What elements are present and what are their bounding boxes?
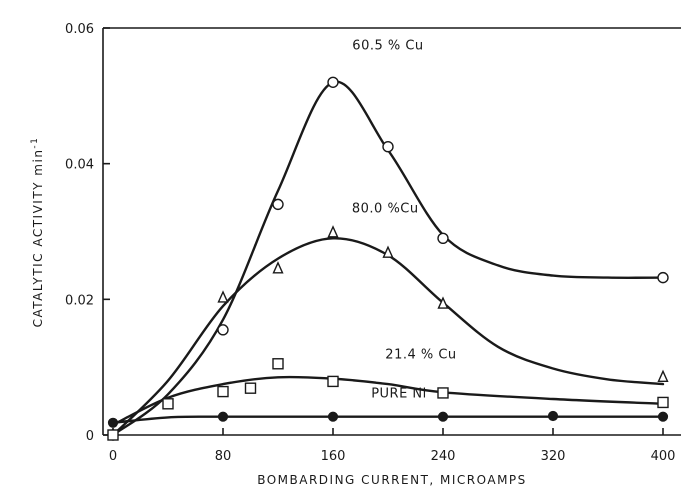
data-point-circle: [657, 271, 669, 284]
x-tick-label: 80: [215, 449, 232, 464]
y-axis-title: CATALYTIC ACTIVITY min-1: [30, 137, 45, 328]
data-point-circle: [437, 232, 449, 244]
y-axis-title-main: CATALYTIC ACTIVITY min: [31, 149, 45, 328]
series-label-circle: 60.5 % Cu: [352, 39, 423, 54]
data-point-triangle: [272, 261, 284, 274]
x-tick-label: 160: [321, 449, 346, 464]
ticks: 0 80 160 240 320 400 0 0.02 0.04 0.06: [65, 22, 675, 464]
data-point-filled-circle: [547, 410, 559, 422]
data-point-filled-circle: [217, 411, 229, 422]
data-point-square: [162, 398, 174, 410]
x-tick-label: 0: [109, 449, 117, 464]
data-point-circle: [382, 141, 394, 153]
data-point-square: [327, 375, 339, 388]
x-tick-label: 240: [431, 449, 456, 464]
series-curve-triangle: [111, 237, 665, 437]
data-point-triangle: [657, 369, 669, 383]
data-point-triangle: [217, 290, 229, 303]
data-point-square: [217, 385, 229, 398]
data-point-triangle: [382, 245, 394, 258]
data-point-square: [657, 396, 669, 409]
data-point-filled-circle: [657, 411, 669, 422]
data-point-filled-circle: [327, 411, 339, 422]
plot-frame: [102, 27, 681, 436]
series-labels: 60.5 % Cu 80.0 %Cu 21.4 % Cu PURE Ni: [352, 39, 456, 402]
series-label-filled-circle: PURE Ni: [371, 387, 427, 402]
series-curve-square: [111, 375, 665, 426]
y-axis-title-exponent: -1: [30, 137, 40, 149]
x-axis-title: BOMBARDING CURRENT, MICROAMPS: [257, 473, 527, 487]
data-point-square: [107, 429, 119, 441]
data-point-circle: [217, 324, 229, 336]
data-point-circle: [327, 76, 339, 88]
y-tick-label: 0.04: [65, 158, 94, 173]
data-point-square: [437, 387, 449, 399]
data-point-square: [244, 382, 257, 394]
data-point-triangle: [437, 296, 449, 309]
series-curve-filled-circle: [111, 415, 665, 424]
x-tick-label: 400: [651, 449, 676, 464]
y-tick-label: 0: [86, 429, 94, 444]
data-point-filled-circle: [107, 417, 119, 428]
data-point-square: [272, 358, 284, 370]
y-tick-label: 0.06: [65, 22, 94, 37]
series-label-triangle: 80.0 %Cu: [352, 202, 419, 217]
y-tick-label: 0.02: [65, 293, 94, 308]
data-point-circle: [272, 198, 284, 211]
data-point-triangle: [327, 225, 339, 238]
x-tick-label: 320: [541, 449, 566, 464]
data-point-filled-circle: [437, 411, 449, 422]
curves: [111, 80, 665, 437]
series-label-square: 21.4 % Cu: [385, 347, 456, 362]
markers: [107, 76, 669, 441]
series-curve-circle: [111, 80, 665, 437]
